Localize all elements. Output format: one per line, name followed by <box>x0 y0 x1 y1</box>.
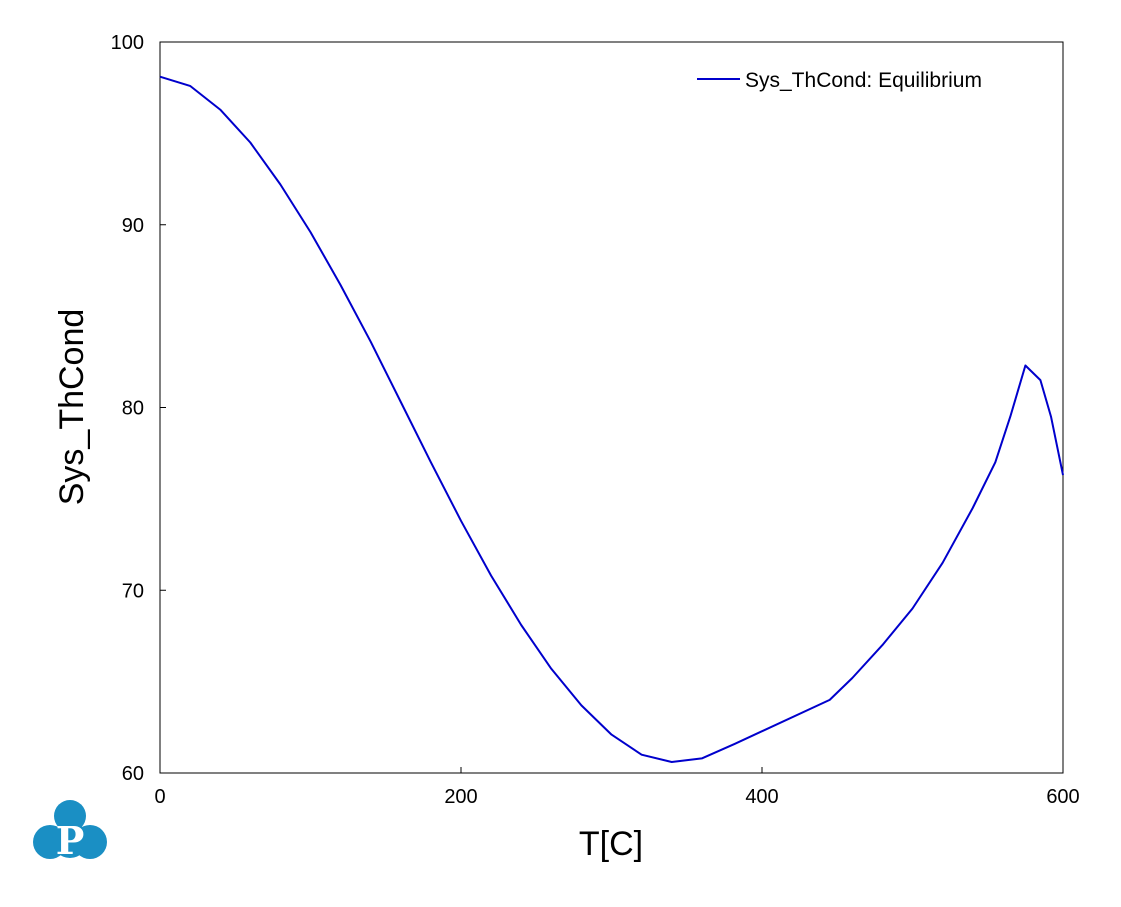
legend-label: Sys_ThCond: Equilibrium <box>745 69 982 92</box>
x-tick-label: 400 <box>745 786 778 808</box>
x-axis-ticks: 0 200 400 600 <box>154 767 1080 808</box>
series-line <box>159 75 1064 763</box>
x-tick-label: 600 <box>1046 786 1079 808</box>
x-tick-label: 0 <box>154 786 165 808</box>
y-tick-label: 70 <box>122 580 144 602</box>
plot-area-frame <box>159 41 1064 774</box>
publisher-logo: P <box>33 800 107 863</box>
logo-cloud-icon <box>33 800 107 859</box>
y-tick-label: 100 <box>111 32 144 54</box>
y-axis-ticks: 60 70 80 90 100 <box>111 32 166 785</box>
y-axis-title: Sys_ThCond <box>53 309 91 506</box>
y-tick-label: 90 <box>122 215 144 237</box>
y-tick-label: 60 <box>122 763 144 785</box>
legend: Sys_ThCond: Equilibrium <box>697 69 982 92</box>
series-group <box>159 75 1064 763</box>
logo-glyph: P <box>56 818 85 863</box>
x-tick-label: 200 <box>444 786 477 808</box>
y-tick-label: 80 <box>122 398 144 420</box>
x-axis-title: T[C] <box>579 825 643 863</box>
